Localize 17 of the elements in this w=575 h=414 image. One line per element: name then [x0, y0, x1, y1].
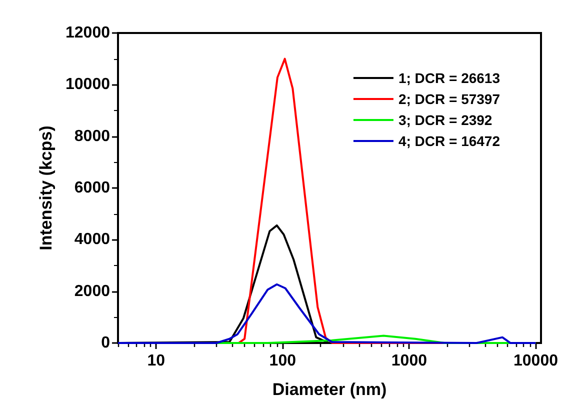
legend-label: 2; DCR = 57397 — [398, 91, 500, 107]
x-tick-label: 1000 — [391, 352, 428, 370]
x-axis-title: Diameter (nm) — [272, 380, 387, 399]
legend-label: 3; DCR = 2392 — [398, 112, 492, 128]
y-tick-label: 4000 — [74, 231, 110, 248]
legend-label: 4; DCR = 16472 — [398, 133, 500, 149]
legend-label: 1; DCR = 26613 — [398, 70, 500, 86]
x-tick-label: 10000 — [514, 352, 558, 370]
y-tick-label: 10000 — [66, 76, 110, 94]
y-tick-label: 0 — [101, 334, 110, 352]
y-tick-label: 8000 — [74, 128, 110, 145]
x-tick-label: 100 — [269, 352, 296, 370]
y-tick-label: 12000 — [66, 24, 110, 42]
y-tick-label: 6000 — [74, 180, 110, 196]
x-tick-label: 10 — [147, 352, 166, 370]
y-axis-title: Intensity (kcps) — [36, 126, 56, 250]
y-tick-label: 2000 — [74, 282, 110, 300]
